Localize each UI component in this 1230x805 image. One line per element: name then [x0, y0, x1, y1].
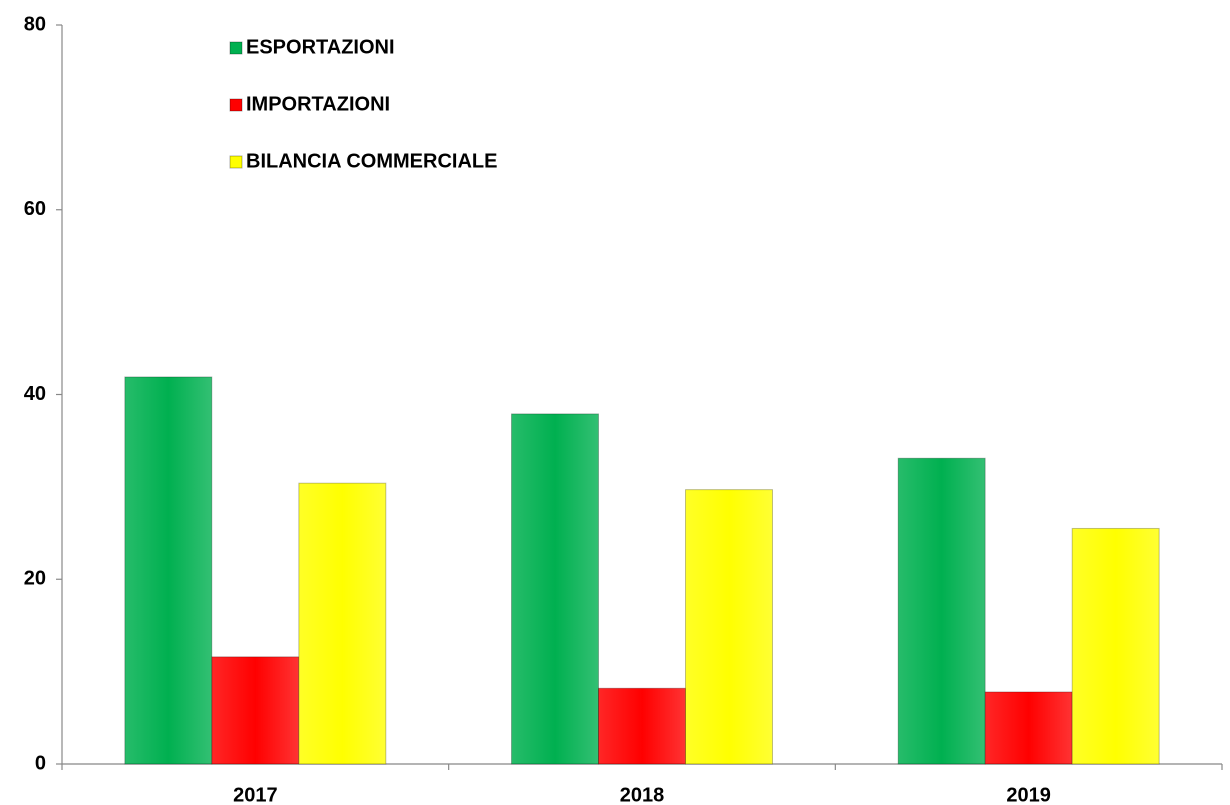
- bar: [511, 413, 599, 765]
- legend-swatch: [229, 98, 243, 112]
- bar: [298, 482, 387, 765]
- legend-label: ESPORTAZIONI: [246, 36, 395, 58]
- legend-label: BILANCIA COMMERCIALE: [246, 150, 497, 172]
- y-tick-label: 40: [24, 383, 46, 405]
- x-tick-label: 2018: [620, 784, 665, 805]
- bar: [1071, 527, 1160, 765]
- bar: [685, 489, 773, 765]
- x-tick-label: 2019: [1006, 784, 1051, 805]
- y-tick-label: 20: [24, 568, 46, 590]
- bar: [211, 656, 300, 765]
- y-tick-label: 80: [24, 13, 46, 35]
- legend-label: IMPORTAZIONI: [246, 93, 390, 115]
- legend-swatch: [229, 41, 243, 55]
- y-tick-label: 0: [35, 752, 46, 774]
- bar: [897, 457, 986, 765]
- legend-swatch: [229, 155, 243, 169]
- y-tick-label: 60: [24, 198, 46, 220]
- bar: [598, 687, 686, 765]
- x-tick-label: 2017: [233, 784, 278, 805]
- bar: [124, 376, 213, 765]
- bar: [984, 691, 1073, 765]
